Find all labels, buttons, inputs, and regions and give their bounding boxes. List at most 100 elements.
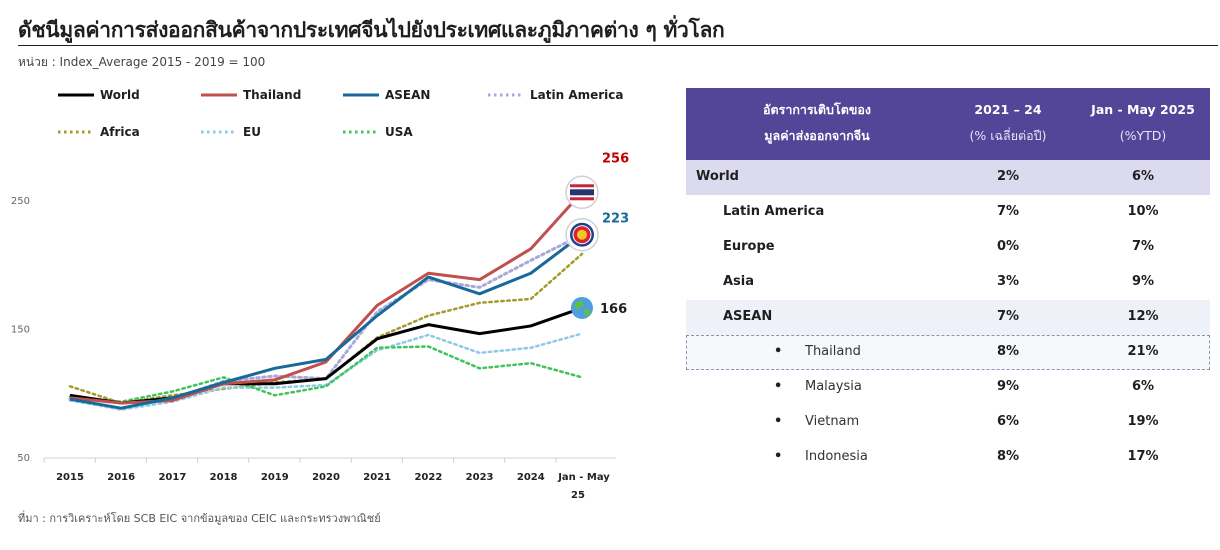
y-tick-label: 150: [11, 325, 30, 336]
value-label-asean: 223: [602, 212, 629, 227]
value-jan-may-2025: 10%: [1127, 204, 1159, 219]
legend-item-thailand: Thailand: [199, 88, 301, 102]
series-line-usa: [68, 345, 584, 403]
table-row: • Malaysia 9% 6%: [686, 370, 1210, 405]
value-jan-may-2025: 12%: [1127, 309, 1159, 324]
x-tick-label: 2015: [56, 472, 84, 483]
table-row: Latin America 7% 10%: [686, 195, 1210, 230]
legend-label: ASEAN: [385, 88, 431, 102]
legend-swatch: [201, 130, 237, 134]
table-row: • Thailand 8% 21%: [686, 335, 1210, 370]
table-row: World 2% 6%: [686, 160, 1210, 195]
header-jan-may-2025: Jan - May 2025 (%YTD): [1068, 97, 1218, 149]
bullet-icon: •: [774, 344, 783, 359]
bullet-icon: •: [774, 449, 783, 464]
table-header: อัตราการเติบโตของ มูลค่าส่งออกจากจีน 202…: [686, 88, 1210, 160]
chart-legend: World Thailand ASEAN Latin America Africa EU U…: [56, 88, 656, 148]
page-title: ดัชนีมูลค่าการส่งออกสินค้าจากประเทศจีนไป…: [18, 18, 725, 42]
row-label: ASEAN: [723, 309, 773, 324]
header-col1-line1: อัตราการเติบโตของ: [763, 102, 871, 117]
table-row: ASEAN 7% 12%: [686, 300, 1210, 335]
table-row: Europe 0% 7%: [686, 230, 1210, 265]
value-jan-may-2025: 19%: [1127, 414, 1159, 429]
row-label: Europe: [723, 239, 775, 254]
value-jan-may-2025: 6%: [1131, 169, 1155, 184]
legend-swatch: [201, 93, 237, 97]
value-jan-may-2025: 9%: [1131, 274, 1155, 289]
row-label: Latin America: [723, 204, 825, 219]
unit-note: หน่วย : Index_Average 2015 - 2019 = 100: [18, 55, 266, 69]
x-tick-label: 2021: [363, 472, 391, 483]
table-row: • Vietnam 6% 19%: [686, 405, 1210, 440]
thailand-flag-icon: [565, 175, 599, 210]
value-jan-may-2025: 6%: [1131, 379, 1155, 394]
series-line-asean: [69, 233, 583, 410]
x-tick-label: 2016: [107, 472, 135, 483]
line-chart-svg: 50 150 250 2015 2016 2017 2018 2019 2020 2021 2022…: [11, 151, 629, 501]
table-row: • Indonesia 8% 17%: [686, 440, 1210, 475]
value-jan-may-2025: 17%: [1127, 449, 1159, 464]
header-col3-line1: Jan - May 2025: [1091, 102, 1195, 117]
legend-swatch: [343, 93, 379, 97]
x-tick-label: 2023: [466, 472, 494, 483]
legend-item-usa: USA: [341, 125, 413, 139]
line-chart: 50 150 250 2015 2016 2017 2018 2019 2020 2021 2022…: [0, 150, 660, 510]
source-note: ที่มา : การวิเคราะห์โดย SCB EIC จากข้อมู…: [18, 512, 381, 525]
series-line-latin-america: [68, 233, 584, 411]
x-tick-label: Jan - May 25: [557, 472, 610, 501]
legend-swatch: [343, 130, 379, 134]
legend-item-latin-america: Latin America: [486, 88, 624, 102]
header-2021-24: 2021 – 24 (% เฉลี่ยต่อปี): [948, 97, 1068, 149]
legend-label: USA: [385, 125, 413, 139]
series-line-world: [69, 306, 583, 405]
series-line-thailand: [69, 191, 584, 405]
header-col3-line2: (%YTD): [1119, 128, 1167, 143]
legend-item-world: World: [56, 88, 140, 102]
value-2021-24: 7%: [996, 309, 1020, 324]
y-tick-label: 50: [17, 453, 30, 464]
asean-emblem-icon: [565, 217, 599, 252]
globe-icon: [571, 296, 593, 319]
x-tick-label: 2024: [517, 472, 545, 483]
row-label: Thailand: [805, 344, 861, 359]
value-2021-24: 8%: [996, 449, 1020, 464]
value-2021-24: 6%: [996, 414, 1020, 429]
header-col1-line2: มูลค่าส่งออกจากจีน: [764, 128, 870, 143]
row-label: Malaysia: [805, 379, 862, 394]
row-label: Asia: [723, 274, 755, 289]
value-2021-24: 7%: [996, 204, 1020, 219]
header-growth-rate: อัตราการเติบโตของ มูลค่าส่งออกจากจีน: [686, 97, 948, 149]
header-col2-line2: (% เฉลี่ยต่อปี): [969, 128, 1047, 143]
title-divider: [18, 45, 1218, 46]
row-label: Vietnam: [805, 414, 860, 429]
x-tick-label: 2020: [312, 472, 340, 483]
value-label-world: 166: [600, 302, 627, 317]
y-tick-label: 250: [11, 196, 30, 207]
x-tick-label: 2019: [261, 472, 289, 483]
legend-swatch: [58, 130, 94, 134]
growth-table: อัตราการเติบโตของ มูลค่าส่งออกจากจีน 202…: [686, 88, 1210, 475]
x-tick-label: 2018: [210, 472, 238, 483]
row-label: Indonesia: [805, 449, 868, 464]
table-row: Asia 3% 9%: [686, 265, 1210, 300]
legend-item-eu: EU: [199, 125, 261, 139]
bullet-icon: •: [774, 379, 783, 394]
bullet-icon: •: [774, 414, 783, 429]
value-2021-24: 2%: [996, 169, 1020, 184]
legend-label: World: [100, 88, 140, 102]
value-jan-may-2025: 7%: [1131, 239, 1155, 254]
value-2021-24: 8%: [996, 344, 1020, 359]
legend-label: Africa: [100, 125, 140, 139]
legend-swatch: [58, 93, 94, 97]
legend-label: Thailand: [243, 88, 302, 102]
row-label: World: [696, 169, 739, 184]
value-label-thailand: 256: [602, 151, 629, 166]
value-2021-24: 3%: [996, 274, 1020, 289]
x-tick-label: 2022: [414, 472, 442, 483]
value-jan-may-2025: 21%: [1127, 344, 1159, 359]
legend-item-asean: ASEAN: [341, 88, 430, 102]
legend-swatch: [488, 93, 524, 97]
legend-label: Latin America: [530, 88, 624, 102]
value-2021-24: 9%: [996, 379, 1020, 394]
header-col2-line1: 2021 – 24: [974, 102, 1042, 117]
